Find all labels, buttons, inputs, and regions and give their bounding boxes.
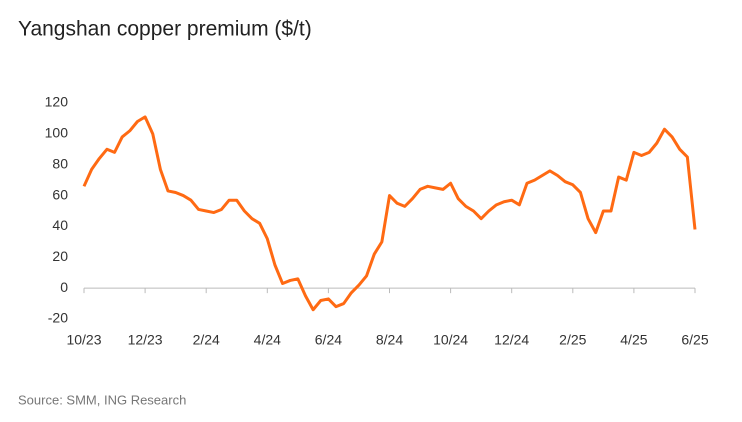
- x-tick-label: 2/25: [559, 332, 586, 348]
- chart-title: Yangshan copper premium ($/t): [18, 18, 312, 41]
- x-tick-label: 10/23: [66, 332, 101, 348]
- y-tick-label: 80: [52, 155, 68, 171]
- series-line: [82, 115, 697, 312]
- x-tick-label: 12/23: [128, 332, 163, 348]
- y-tick-label: 40: [52, 217, 68, 233]
- x-tick-label: 10/24: [433, 332, 468, 348]
- y-tick-label: 0: [60, 279, 68, 295]
- y-tick-label: -20: [48, 310, 68, 326]
- x-tick-label: 4/24: [254, 332, 281, 348]
- x-tick-label: 12/24: [494, 332, 529, 348]
- x-tick-label: 4/25: [620, 332, 647, 348]
- y-tick-label: 120: [45, 94, 69, 110]
- y-tick-label: 100: [45, 125, 69, 141]
- source-note: Source: SMM, ING Research: [18, 392, 186, 407]
- x-tick-label: 8/24: [376, 332, 403, 348]
- x-tick-label: 2/24: [193, 332, 220, 348]
- x-tick-label: 6/25: [681, 332, 708, 348]
- x-tick-label: 6/24: [315, 332, 342, 348]
- y-tick-label: 60: [52, 186, 68, 202]
- y-tick-label: 20: [52, 248, 68, 264]
